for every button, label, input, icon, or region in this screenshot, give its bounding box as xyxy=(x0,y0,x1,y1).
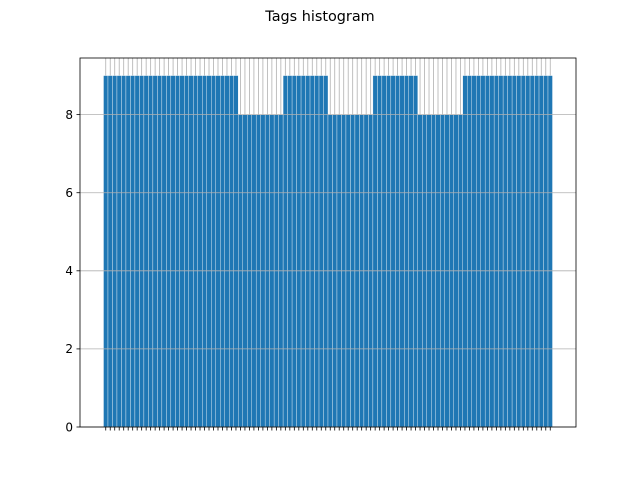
histogram-bar xyxy=(287,75,293,428)
histogram-bar xyxy=(134,75,140,428)
histogram-bar xyxy=(116,75,122,428)
histogram-bar xyxy=(534,75,540,428)
histogram-bar xyxy=(291,75,297,428)
histogram-bar xyxy=(112,75,118,428)
histogram-bar xyxy=(484,75,490,428)
histogram-bar xyxy=(229,75,234,428)
histogram-bar xyxy=(103,75,109,428)
histogram-bar xyxy=(318,75,324,428)
histogram-bar xyxy=(507,75,513,428)
histogram-bar xyxy=(399,75,405,428)
histogram-bar xyxy=(516,75,522,428)
histogram-bar xyxy=(184,75,189,428)
histogram-bar xyxy=(372,75,378,428)
histogram-bar xyxy=(377,75,383,428)
histogram-bar xyxy=(529,75,535,428)
histogram-bar xyxy=(282,75,288,428)
histogram-bar xyxy=(211,75,216,428)
histogram-bar xyxy=(323,75,329,428)
histogram-bar xyxy=(148,75,154,428)
histogram-bar xyxy=(520,75,526,428)
histogram-bar xyxy=(413,75,418,428)
histogram-bar xyxy=(309,75,315,428)
histogram-bar xyxy=(152,75,158,428)
histogram-bar xyxy=(166,75,172,428)
histogram-bar xyxy=(408,75,414,428)
histogram-bar xyxy=(493,75,499,428)
histogram-bar xyxy=(121,75,127,428)
histogram-bar xyxy=(462,75,468,428)
histogram-bar xyxy=(175,75,181,428)
histogram-bar xyxy=(386,75,392,428)
histogram-bar xyxy=(233,75,239,428)
histogram-bar xyxy=(404,75,409,428)
histogram-bar xyxy=(395,75,401,428)
histogram-bar xyxy=(197,75,203,428)
histogram-bar xyxy=(467,75,472,428)
plot-area: 0 2 4 6 8 xyxy=(65,57,577,434)
histogram-bar xyxy=(139,75,145,428)
y-tick-label: 4 xyxy=(65,264,73,278)
histogram-bar xyxy=(381,75,387,428)
chart-title: Tags histogram xyxy=(264,9,374,25)
histogram-bar xyxy=(215,75,221,428)
y-tick-label: 2 xyxy=(65,342,73,356)
histogram-bar xyxy=(489,75,495,428)
histogram-bar xyxy=(471,75,477,428)
histogram-bar xyxy=(300,75,306,428)
y-tick-label: 8 xyxy=(65,108,73,122)
histogram-bar xyxy=(188,75,194,428)
histogram-bar xyxy=(480,75,486,428)
histogram-bar xyxy=(107,75,113,428)
histogram-bar xyxy=(143,75,149,428)
histogram-bar xyxy=(161,75,167,428)
histogram-bar xyxy=(206,75,212,428)
histogram-bar xyxy=(511,75,517,428)
histogram-bar xyxy=(525,75,531,428)
histogram-bar xyxy=(390,75,396,428)
histogram-bar xyxy=(543,75,549,428)
histogram-bar xyxy=(498,75,504,428)
y-tick-label: 0 xyxy=(65,420,73,434)
histogram-bar xyxy=(305,75,311,428)
histogram-bar xyxy=(193,75,198,428)
histogram-bar xyxy=(296,75,302,428)
axes-frame xyxy=(79,57,577,428)
histogram-bar xyxy=(130,75,136,428)
histogram-bar xyxy=(202,75,207,428)
histogram-bar xyxy=(157,75,163,428)
histogram-bar xyxy=(224,75,230,428)
histogram-bar xyxy=(220,75,225,428)
histogram-bar xyxy=(538,75,544,428)
histogram-bar xyxy=(502,75,508,428)
histogram-bar xyxy=(314,75,320,428)
histogram-bar xyxy=(179,75,185,428)
histogram-bar xyxy=(475,75,481,428)
histogram-bar xyxy=(547,75,553,428)
histogram-bar xyxy=(125,75,131,428)
y-tick-label: 6 xyxy=(65,186,73,200)
histogram-bar xyxy=(170,75,176,428)
